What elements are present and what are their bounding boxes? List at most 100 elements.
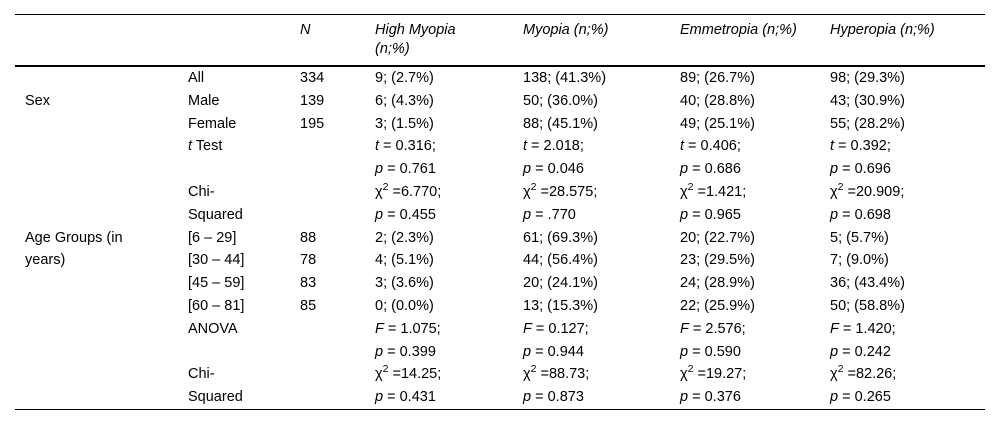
cell-value: 49; (25.1%): [680, 115, 755, 132]
cell-n: [300, 341, 375, 364]
cell-n: [300, 204, 375, 227]
cell-n: [300, 181, 375, 204]
cell-value: p = 0.696: [830, 161, 891, 178]
cell-value: χ2 =19.27;: [680, 363, 747, 383]
cell-value: 7; (9.0%): [830, 252, 889, 269]
cell-value: χ2 =82.26;: [830, 363, 897, 383]
cell-value: 9; (2.7%): [375, 70, 434, 86]
cell-group: [15, 295, 188, 318]
cell-label: [45 – 59]: [188, 275, 245, 292]
cell-label: [60 – 81]: [188, 297, 245, 314]
cell-label: Chi-: [188, 366, 215, 383]
table-row: [45 – 59] 83 3; (3.6%) 20; (24.1%) 24; (28.9…: [15, 272, 985, 295]
cell-group: years): [25, 252, 66, 269]
table-row: Squared p = 0.455 p = .770 p = 0.965 p = 0.6…: [15, 204, 985, 227]
cell-label: Male: [188, 92, 220, 109]
header-high-myopia-label: High Myopia (n;%): [375, 22, 456, 57]
cell-label: [6 – 29]: [188, 229, 237, 246]
cell-label: Female: [188, 115, 237, 132]
cell-group: [15, 386, 188, 409]
table-row: p = 0.761 p = 0.046 p = 0.686 p = 0.696: [15, 158, 985, 181]
cell-group: [15, 158, 188, 181]
header-emmetropia: Emmetropia (n;%): [680, 22, 797, 38]
cell-n: [300, 318, 375, 341]
cell-value: 23; (29.5%): [680, 252, 755, 269]
cell-value: 3; (3.6%): [375, 275, 434, 292]
cell-value: 20; (22.7%): [680, 229, 755, 246]
cell-value: p = 0.873: [523, 389, 584, 406]
table-header: N High Myopia (n;%) Myopia (n;%) Emmetro…: [15, 15, 985, 67]
table-row: ANOVA F = 1.075; F = 0.127; F = 2.576; F = 1…: [15, 318, 985, 341]
table-row: All 334 9; (2.7%) 138; (41.3%) 89; (26.7%) 98…: [15, 66, 985, 90]
cell-group: [15, 341, 188, 364]
cell-value: F = 2.576;: [680, 320, 746, 337]
table-row: [60 – 81] 85 0; (0.0%) 13; (15.3%) 22; (25.9…: [15, 295, 985, 318]
cell-group: [15, 66, 188, 90]
table-row: t Test t = 0.316; t = 2.018; t = 0.406; t = …: [15, 135, 985, 158]
table-row: Chi-χ2 =14.25; χ2 =88.73; χ2 =19.27; χ2 =82…: [15, 363, 985, 386]
cell-n: [300, 363, 375, 386]
cell-value: 43; (30.9%): [830, 92, 905, 109]
cell-value: χ2 =14.25;: [375, 363, 442, 383]
cell-value: t = 0.316;: [375, 138, 436, 155]
table-row: Age Groups (in [6 – 29] 88 2; (2.3%) 61; (69…: [15, 227, 985, 250]
cell-value: F = 0.127;: [523, 320, 589, 337]
cell-n: 195: [300, 115, 325, 132]
cell-value: p = .770: [523, 206, 576, 223]
cell-value: 88; (45.1%): [523, 115, 598, 132]
cell-value: t = 0.392;: [830, 138, 891, 155]
cell-value: 13; (15.3%): [523, 297, 598, 314]
cell-n: [300, 386, 375, 409]
cell-value: p = 0.944: [523, 343, 584, 360]
cell-n: 334: [300, 70, 325, 86]
cell-value: p = 0.965: [680, 206, 741, 223]
table-row: Female 195 3; (1.5%) 88; (45.1%) 49; (25.1%)…: [15, 113, 985, 136]
cell-label: Squared: [188, 389, 243, 406]
cell-value: 0; (0.0%): [375, 297, 434, 314]
cell-value: 40; (28.8%): [680, 92, 755, 109]
cell-label: All: [188, 70, 205, 86]
cell-value: 2; (2.3%): [375, 229, 434, 246]
cell-value: 20; (24.1%): [523, 275, 598, 292]
cell-group: [15, 318, 188, 341]
table-row: years) [30 – 44] 78 4; (5.1%) 44; (56.4%) 23;…: [15, 249, 985, 272]
table-row: Sex Male 139 6; (4.3%) 50; (36.0%) 40; (28.8%…: [15, 90, 985, 113]
cell-value: p = 0.046: [523, 161, 584, 178]
cell-value: 44; (56.4%): [523, 252, 598, 269]
cell-value: F = 1.075;: [375, 320, 441, 337]
header-n: N: [300, 22, 311, 38]
cell-value: 36; (43.4%): [830, 275, 905, 292]
cell-value: 89; (26.7%): [680, 70, 755, 86]
cell-value: p = 0.242: [830, 343, 891, 360]
cell-value: χ2 =88.73;: [523, 363, 590, 383]
header-row: N High Myopia (n;%) Myopia (n;%) Emmetro…: [15, 15, 985, 67]
cell-value: p = 0.590: [680, 343, 741, 360]
cell-n: 139: [300, 92, 325, 109]
cell-group: [15, 135, 188, 158]
header-hyperopia: Hyperopia (n;%): [830, 22, 935, 38]
cell-value: p = 0.399: [375, 343, 436, 360]
cell-label: Chi-: [188, 183, 215, 200]
header-label-spacer: [188, 15, 300, 67]
cell-value: t = 2.018;: [523, 138, 584, 155]
cell-value: 50; (58.8%): [830, 297, 905, 314]
cell-label: Squared: [188, 206, 243, 223]
cell-value: t = 0.406;: [680, 138, 741, 155]
cell-value: p = 0.455: [375, 206, 436, 223]
table-row: Squared p = 0.431 p = 0.873 p = 0.376 p = 0.…: [15, 386, 985, 409]
cell-group: [15, 363, 188, 386]
cell-value: 50; (36.0%): [523, 92, 598, 109]
cell-value: 55; (28.2%): [830, 115, 905, 132]
cell-group: Sex: [25, 92, 50, 109]
table-row: p = 0.399 p = 0.944 p = 0.590 p = 0.242: [15, 341, 985, 364]
cell-value: χ2 =1.421;: [680, 181, 747, 200]
cell-label: [188, 341, 300, 364]
cell-n: 78: [300, 252, 317, 269]
table-row: Chi-χ2 =6.770; χ2 =28.575; χ2 =1.421; χ2 =2…: [15, 181, 985, 204]
cell-value: χ2 =28.575;: [523, 181, 598, 200]
cell-n: 88: [300, 229, 317, 246]
results-table: N High Myopia (n;%) Myopia (n;%) Emmetro…: [15, 14, 985, 410]
cell-value: 3; (1.5%): [375, 115, 434, 132]
cell-value: p = 0.376: [680, 389, 741, 406]
